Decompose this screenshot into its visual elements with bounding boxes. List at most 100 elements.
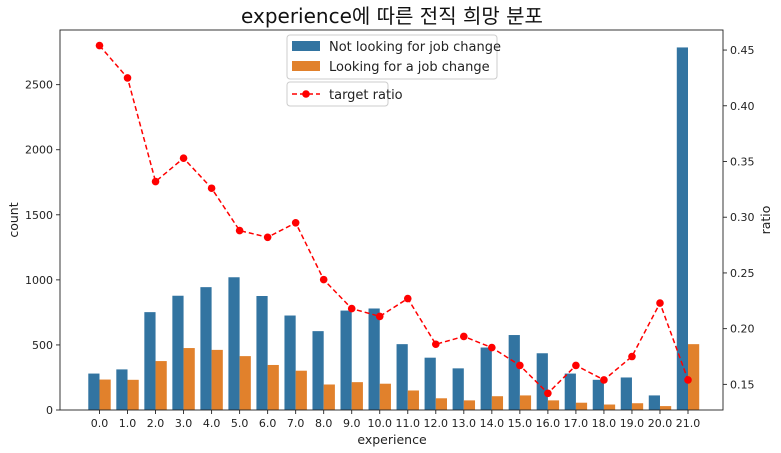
bar-looking-21 — [688, 344, 700, 410]
ratio-point-0 — [95, 41, 104, 50]
ratio-point-1 — [123, 74, 132, 82]
x-tick-label-11: 11.0 — [396, 417, 421, 430]
bar-not-looking-9 — [340, 310, 352, 410]
y-axis-label: count — [6, 202, 21, 237]
x-tick-label-8: 8.0 — [315, 417, 333, 430]
bar-looking-14 — [491, 396, 504, 410]
bar-not-looking-1 — [116, 369, 128, 410]
bar-looking-4 — [211, 349, 223, 410]
legend-line-frame — [286, 81, 389, 107]
bar-not-looking-21 — [676, 47, 688, 410]
y2-tick-label-0: 0.15 — [730, 378, 755, 391]
bar-not-looking-3 — [172, 295, 184, 410]
bar-not-looking-0 — [88, 373, 100, 410]
x-tick-label-5: 5.0 — [231, 417, 249, 430]
ratio-point-8 — [319, 275, 328, 284]
bar-looking-0 — [99, 379, 111, 410]
bar-looking-16 — [547, 400, 560, 410]
y2-tick-label-3: 0.30 — [730, 211, 755, 224]
bar-not-looking-14 — [480, 347, 492, 410]
bar-looking-1 — [127, 379, 139, 410]
ratio-point-4 — [207, 184, 216, 193]
y2-axis-label: ratio — [758, 206, 773, 235]
bar-looking-12 — [435, 398, 447, 410]
y2-tick-label-5: 0.40 — [730, 100, 755, 113]
bar-not-looking-6 — [256, 296, 268, 410]
x-tick-label-15: 15.0 — [508, 417, 533, 430]
y-tick-label-1: 500 — [32, 339, 53, 352]
x-tick-label-0: 0.0 — [91, 417, 109, 430]
bar-looking-18 — [603, 404, 616, 410]
x-tick-label-13: 13.0 — [452, 417, 477, 430]
ratio-point-9 — [347, 304, 356, 313]
bar-not-looking-13 — [452, 368, 464, 410]
bar-looking-5 — [239, 356, 251, 410]
x-tick-label-2: 2.0 — [147, 417, 165, 430]
bar-looking-15 — [519, 395, 532, 410]
legend-label-not-looking: Not looking for job change — [329, 40, 501, 55]
bar-looking-7 — [295, 370, 307, 410]
ratio-point-13 — [460, 332, 468, 341]
y2-tick-label-2: 0.25 — [730, 267, 755, 280]
ratio-point-10 — [375, 312, 384, 321]
plot-frame — [59, 29, 724, 411]
bar-not-looking-12 — [424, 357, 436, 410]
ratio-point-21 — [684, 376, 692, 384]
x-axis-ticks: 0.0 1.0 2.0 3.0 4.0 5.0 6.0 7.0 8.0 9.0 10.0 11.0 12… — [91, 410, 701, 430]
bar-not-looking-18 — [592, 379, 604, 410]
x-tick-label-4: 4.0 — [203, 417, 221, 430]
bar-looking-13 — [463, 400, 476, 410]
bar-not-looking-5 — [228, 277, 240, 410]
bar-not-looking-8 — [312, 331, 324, 410]
ratio-point-18 — [600, 376, 608, 384]
ratio-line — [98, 45, 689, 395]
ratio-point-7 — [291, 218, 300, 227]
x-tick-label-16: 16.0 — [536, 417, 561, 430]
legend-bars: Not looking for job change Looking for a… — [286, 34, 501, 80]
bar-not-looking-15 — [508, 335, 520, 410]
x-tick-label-3: 3.0 — [175, 417, 193, 430]
legend-label-looking: Looking for a job change — [329, 60, 490, 75]
bar-not-looking-10 — [368, 308, 380, 410]
bar-not-looking-4 — [200, 287, 212, 410]
ratio-point-15 — [516, 361, 524, 370]
bar-not-looking-16 — [536, 353, 548, 410]
y2-tick-label-1: 0.20 — [730, 323, 755, 336]
ratio-point-3 — [179, 154, 188, 162]
y-tick-label-4: 2000 — [25, 144, 53, 157]
y2-tick-label-6: 0.45 — [730, 44, 755, 57]
ratio-point-12 — [431, 340, 440, 349]
y-tick-label-0: 0 — [46, 404, 53, 417]
bars-layer — [88, 47, 700, 410]
x-axis-label: experience — [357, 432, 427, 447]
bar-looking-10 — [379, 383, 391, 410]
ratio-point-5 — [235, 226, 244, 235]
bar-looking-2 — [155, 361, 167, 410]
legend-swatch-looking — [292, 61, 320, 71]
bar-not-looking-19 — [620, 377, 632, 410]
ratio-point-20 — [656, 299, 664, 307]
bar-looking-19 — [631, 403, 644, 410]
chart-title: experience에 따른 전직 희망 분포 — [241, 4, 543, 28]
y2-tick-label-4: 0.35 — [730, 155, 755, 168]
bar-looking-20 — [659, 406, 672, 410]
ratio-line-layer — [95, 41, 692, 398]
ratio-point-2 — [151, 177, 160, 186]
bar-looking-6 — [267, 364, 279, 410]
y-tick-label-3: 1500 — [25, 209, 53, 222]
legend-label-target-ratio: target ratio — [329, 88, 403, 103]
x-tick-label-7: 7.0 — [287, 417, 305, 430]
x-tick-label-10: 10.0 — [367, 417, 392, 430]
x-tick-label-21: 21.0 — [676, 417, 701, 430]
x-tick-label-18: 18.0 — [592, 417, 617, 430]
x-tick-label-17: 17.0 — [564, 417, 589, 430]
bar-looking-17 — [575, 402, 588, 410]
ratio-point-17 — [572, 361, 580, 370]
bar-not-looking-11 — [396, 344, 408, 410]
ratio-point-14 — [488, 343, 496, 352]
ratio-point-6 — [263, 233, 272, 242]
x-tick-label-20: 20.0 — [648, 417, 673, 430]
x-tick-label-14: 14.0 — [480, 417, 505, 430]
y2-axis-ticks: 0.15 0.20 0.25 0.30 0.35 0.40 0.45 — [723, 44, 755, 391]
